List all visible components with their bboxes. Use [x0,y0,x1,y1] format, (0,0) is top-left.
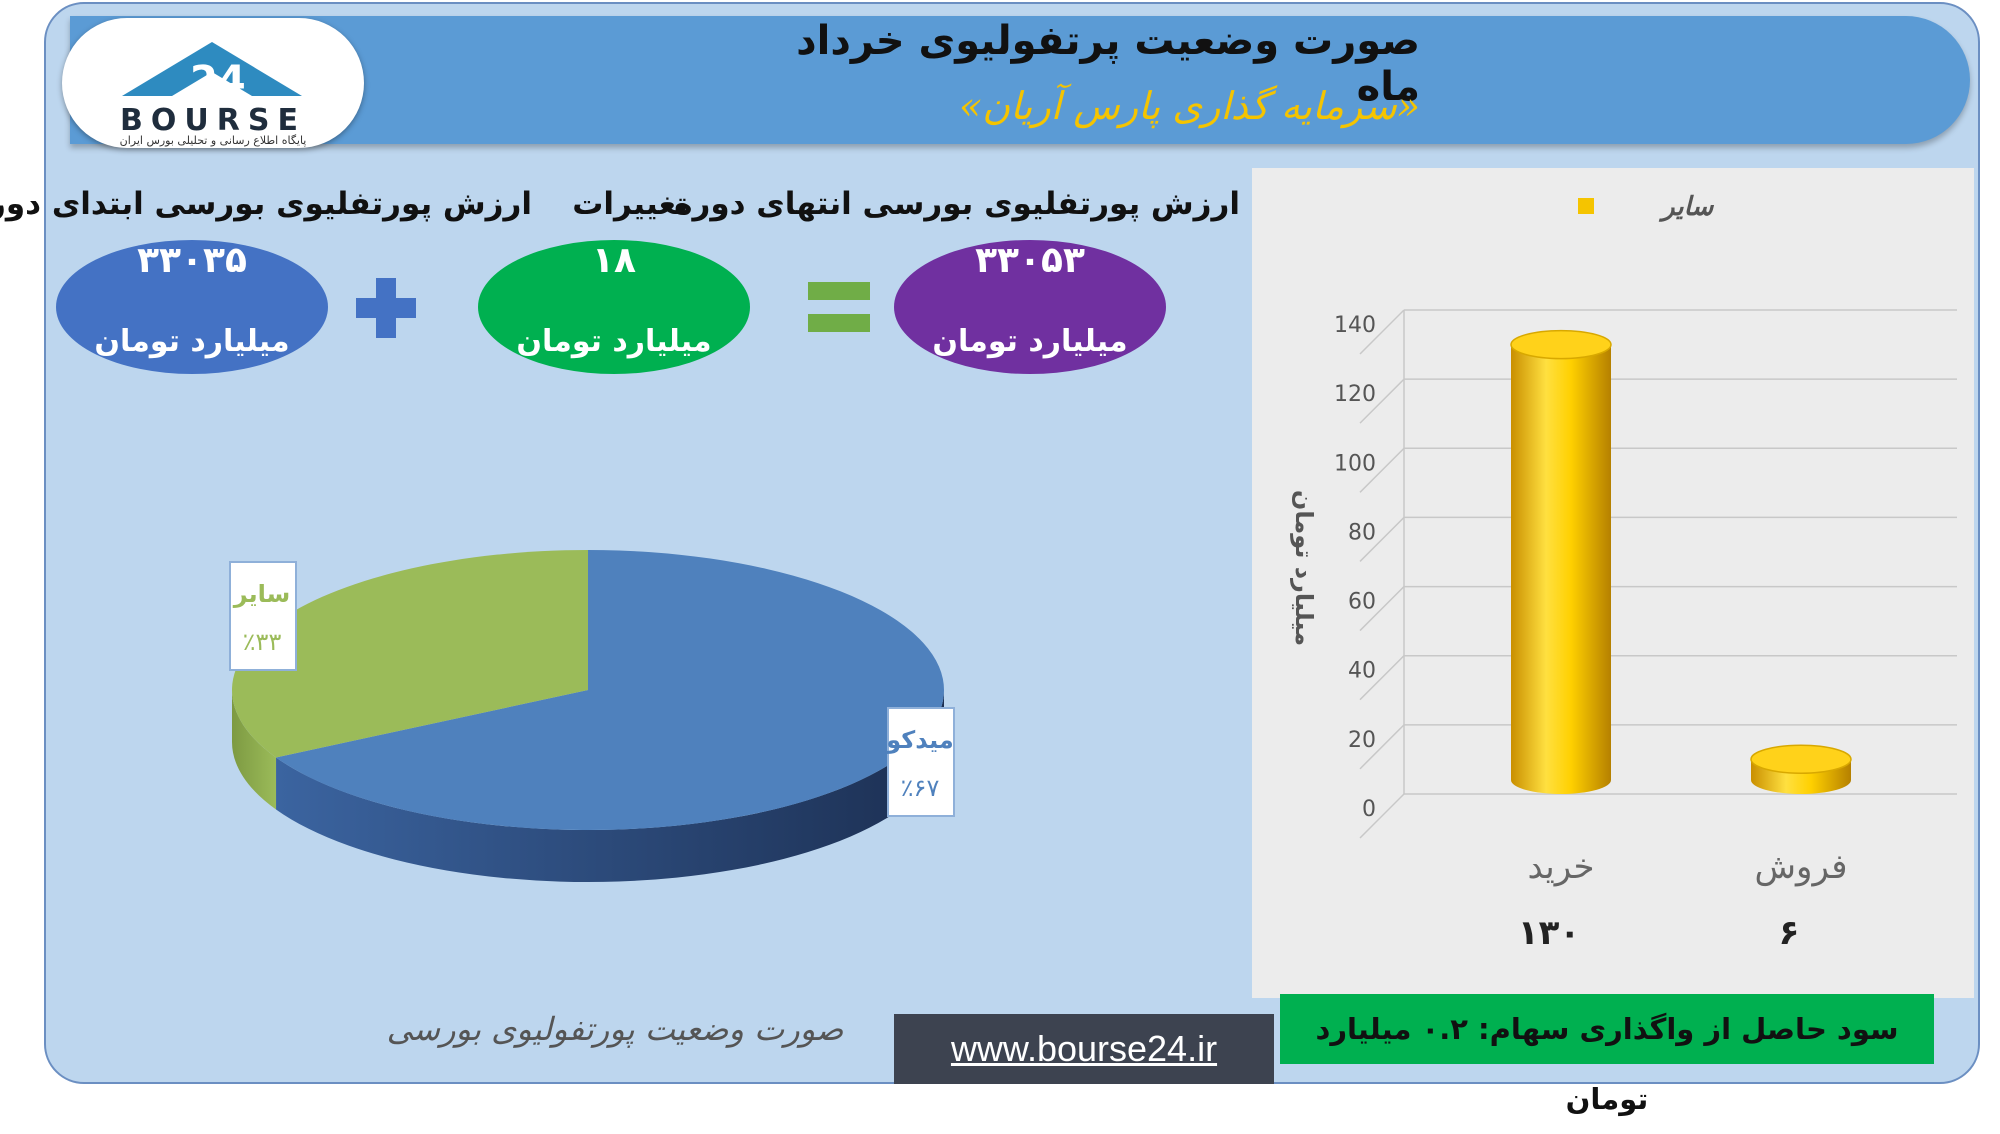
pie-slice-label: میدکو [885,726,954,754]
pie-slice-label: سایر [233,580,291,608]
header-bar [70,16,1970,144]
legend-swatch [1578,198,1594,214]
change-value: ۱۸ [592,240,636,281]
y-tick-label: 0 [1362,797,1376,822]
bar-chart-area [1252,168,1974,998]
profit-note: سود حاصل از واگذاری سهام: ۰.۲ میلیارد تو… [1280,994,1934,1116]
change-unit: میلیارد تومان [516,324,712,359]
gridline-depth [1359,309,1405,355]
y-tick-label: 140 [1334,313,1376,338]
bar-value-label: ۱۳۰ [1518,913,1580,953]
end-value-label: ارزش پورتفلیوی بورسی انتهای دوره [674,186,1240,222]
y-tick-label: 40 [1348,659,1376,684]
svg-text:24: 24 [190,58,246,104]
pie-slice-value: ٪۶۷ [901,774,940,802]
page-title: صورت وضعیت پرتفولیوی خرداد ماه [796,18,1420,110]
gridline-depth [1359,447,1405,493]
bar-top [1510,329,1612,360]
bar [1511,344,1611,794]
y-tick-label: 20 [1348,728,1376,753]
gridline-depth [1359,724,1405,770]
y-axis-label: میلیارد تومان [1290,490,1318,646]
logo-text: BOURSE [120,103,306,138]
x-tick-label: خرید [1527,847,1594,887]
equals-icon [808,282,870,332]
start-value: ۳۳۰۳۵ [137,240,247,281]
bar-top [1750,744,1852,775]
gridline-depth [1359,516,1405,562]
start-value-oval: ۳۳۰۳۵ میلیارد تومان [56,240,328,374]
pie-slice-side [276,690,945,883]
page-subtitle: «سرمایه گذاری پارس آریان» [959,84,1420,128]
pie-slice [231,550,588,758]
pie-label-box [229,561,297,671]
end-value-unit: میلیارد تومان [932,324,1128,359]
pie-slice-value: ٪۳۳ [243,628,282,656]
x-tick-label: فروش [1755,847,1848,887]
bourse24-logo: 24 BOURSE پایگاه اطلاع رسانی و تحلیلی بو… [62,18,364,148]
change-label: تغییرات [572,186,688,222]
y-tick-label: 100 [1334,451,1376,476]
start-value-label: ارزش پورتفلیوی بورسی ابتدای دوره [0,186,532,222]
logo-tagline: پایگاه اطلاع رسانی و تحلیلی بورس ایران [120,134,307,147]
gridline-depth [1359,378,1405,424]
end-value-oval: ۳۳۰۵۳ میلیارد تومان [894,240,1166,374]
plus-icon [356,278,416,338]
pie-chart: میدکو ٪۶۷ سایر ٪۳۳ [229,550,955,883]
website-link[interactable]: www.bourse24.ir [894,1014,1274,1084]
gridline-depth [1359,586,1405,632]
legend-label: سایر [1658,192,1715,222]
pie-label-box [887,707,955,817]
bar-chart: 0 20 40 60 80 100 120 140 میلیارد تومان سایر خرید ۱… [1290,192,1957,953]
y-tick-label: 80 [1348,520,1376,545]
pie-caption: صورت وضعیت پورتفولیوی بورسی [386,1010,844,1048]
logo-graphic: 24 BOURSE پایگاه اطلاع رسانی و تحلیلی بو… [120,42,307,147]
gridline-depth [1359,655,1405,701]
change-oval: ۱۸ میلیارد تومان [478,240,750,374]
end-value: ۳۳۰۵۳ [975,240,1085,281]
y-tick-label: 60 [1348,590,1376,615]
pie-slice [276,550,945,830]
gridline-depth [1359,793,1405,839]
pie-slice-side [232,690,277,810]
start-value-unit: میلیارد تومان [94,324,290,359]
y-tick-label: 120 [1334,382,1376,407]
bar-value-label: ۶ [1779,913,1800,953]
